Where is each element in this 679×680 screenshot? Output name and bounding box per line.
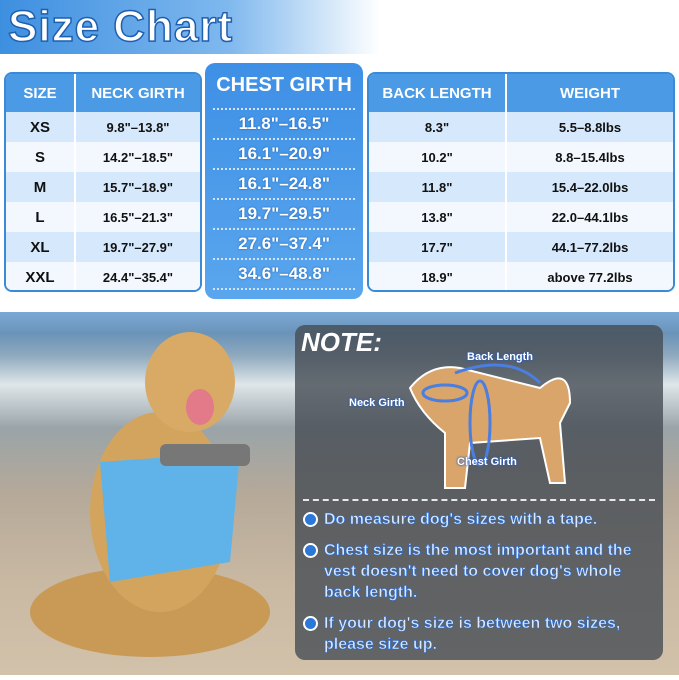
size-table-right: BACK LENGTH WEIGHT 8.3" 5.5–8.8lbs 10.2" 8.8… [367,72,675,292]
cell-back-length: 18.9" [369,262,507,290]
cell-chest-girth: 19.7"–29.5" [213,200,355,230]
cell-size: M [6,172,76,202]
label-neck-girth: Neck Girth [349,397,405,409]
cell-chest-girth: 27.6"–37.4" [213,230,355,260]
cell-size: S [6,142,76,172]
header-weight: WEIGHT [560,84,620,102]
cell-size: XL [6,232,76,262]
note-bullet: If your dog's size is between two sizes,… [303,613,657,655]
cell-neck-girth: 24.4"–35.4" [102,269,174,285]
table-row: 18.9" above 77.2lbs [369,262,673,290]
table-row: S 14.2"–18.5" [6,142,200,172]
header-chest-girth: CHEST GIRTH [213,63,355,110]
bullet-dot-icon [303,512,318,527]
dog-measurement-diagram [408,363,572,489]
table-row: 8.3" 5.5–8.8lbs [369,112,673,142]
note-panel: NOTE: Back Length Neck Girth Chest Girth… [295,325,663,660]
label-back-length: Back Length [467,351,534,363]
cell-size: XXL [6,262,76,290]
cell-back-length: 10.2" [369,142,507,172]
cell-neck-girth: 9.8"–13.8" [106,119,170,135]
cell-neck-girth: 19.7"–27.9" [102,239,174,255]
table-row: XS 9.8"–13.8" [6,112,200,142]
header-size: SIZE [6,74,76,112]
cell-chest-girth: 34.6"–48.8" [213,260,355,290]
cell-chest-girth: 16.1"–24.8" [213,170,355,200]
divider [303,499,655,501]
cell-weight: above 77.2lbs [547,269,633,285]
cell-size: XS [6,112,76,142]
note-bullet: Chest size is the most important and the… [303,540,657,603]
table-row: 17.7" 44.1–77.2lbs [369,232,673,262]
cell-back-length: 13.8" [369,202,507,232]
cell-neck-girth: 15.7"–18.9" [102,179,174,195]
table-row: 13.8" 22.0–44.1lbs [369,202,673,232]
cell-weight: 22.0–44.1lbs [551,209,629,225]
label-chest-girth: Chest Girth [457,456,517,468]
note-bullet: Do measure dog's sizes with a tape. [303,509,657,530]
cell-back-length: 17.7" [369,232,507,262]
cell-neck-girth: 16.5"–21.3" [102,209,174,225]
cell-weight: 8.8–15.4lbs [555,149,625,165]
note-title: NOTE: [301,327,382,357]
cell-back-length: 8.3" [369,112,507,142]
header-back-length: BACK LENGTH [369,74,507,112]
table-row: XL 19.7"–27.9" [6,232,200,262]
cell-weight: 15.4–22.0lbs [551,179,629,195]
title-banner: Size Chart [0,0,380,54]
cell-chest-girth: 11.8"–16.5" [213,110,355,140]
cell-chest-girth: 16.1"–20.9" [213,140,355,170]
table-row: L 16.5"–21.3" [6,202,200,232]
size-table-left: SIZE NECK GIRTH XS 9.8"–13.8" S 14.2"–18.5" M… [4,72,202,292]
cell-size: L [6,202,76,232]
bullet-dot-icon [303,543,318,558]
cell-neck-girth: 14.2"–18.5" [102,149,174,165]
cell-weight: 44.1–77.2lbs [551,239,629,255]
dog-with-vest-illustration [30,332,270,657]
table-row: 10.2" 8.8–15.4lbs [369,142,673,172]
bullet-dot-icon [303,616,318,631]
chest-girth-column: CHEST GIRTH 11.8"–16.5" 16.1"–20.9" 16.1"–… [205,63,363,299]
cell-weight: 5.5–8.8lbs [558,119,622,135]
header-neck-girth: NECK GIRTH [91,84,185,102]
table-row: M 15.7"–18.9" [6,172,200,202]
table-row: 11.8" 15.4–22.0lbs [369,172,673,202]
page-title: Size Chart [7,1,234,52]
cell-back-length: 11.8" [369,172,507,202]
table-row: XXL 24.4"–35.4" [6,262,200,290]
